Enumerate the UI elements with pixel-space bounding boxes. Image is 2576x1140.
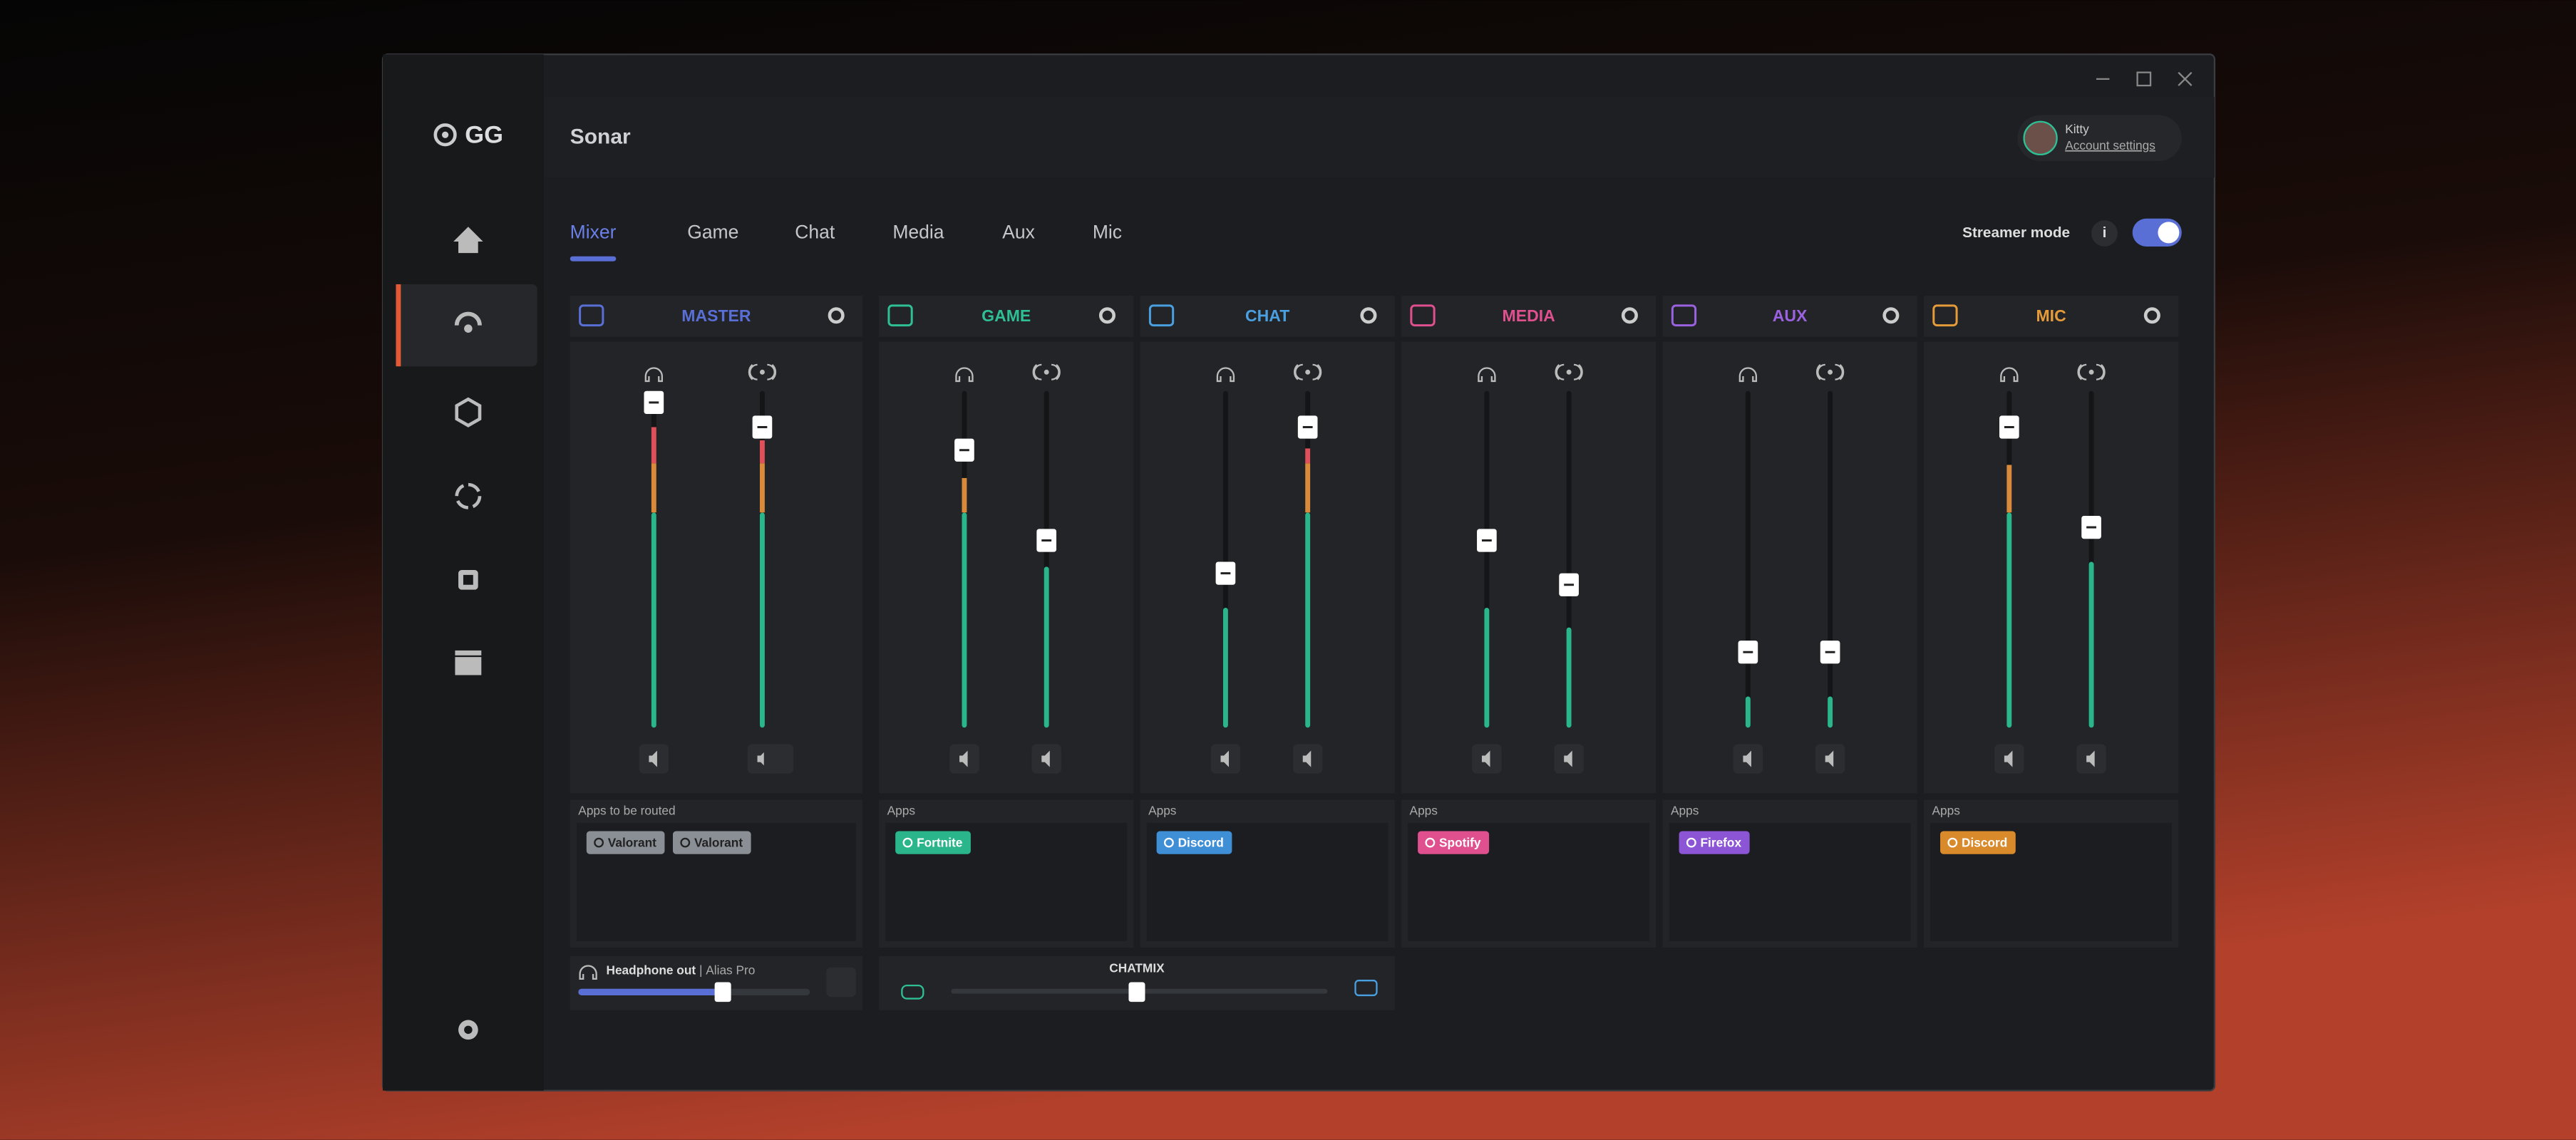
output-name: Headphone out	[606, 963, 696, 977]
app-chip-label: Firefox	[1701, 835, 1742, 849]
channel-name: AUX	[1773, 306, 1808, 325]
channel-name: MASTER	[681, 306, 751, 325]
tab[interactable]: Mic	[1093, 222, 1122, 243]
app-chip-label: Valorant	[694, 835, 743, 849]
app-chip-label: Fortnite	[917, 835, 963, 849]
user-name: Kitty	[2065, 122, 2089, 136]
output-mute[interactable]	[826, 968, 855, 997]
tab[interactable]: Aux	[1002, 222, 1035, 243]
level-green	[1223, 608, 1228, 727]
avatar	[2024, 122, 2057, 155]
level-red	[651, 427, 656, 463]
chatmix-label: CHATMIX	[1109, 961, 1165, 975]
stream-dot	[2089, 370, 2094, 375]
channel-name: CHAT	[1245, 306, 1289, 325]
level-green	[760, 512, 765, 727]
chatmix-handle[interactable]	[1128, 983, 1145, 1002]
apps-label: Apps to be routed	[578, 803, 675, 817]
level-green	[1746, 696, 1751, 727]
tab-underline	[570, 256, 617, 261]
output-slider-fill	[578, 989, 723, 995]
level-green	[1305, 512, 1310, 727]
level-green	[2089, 561, 2094, 727]
page-title: Sonar	[570, 125, 631, 149]
active-indicator	[396, 284, 401, 366]
level-green	[651, 512, 656, 727]
fader-track	[1746, 391, 1751, 727]
apps-label: Apps	[1932, 803, 1961, 817]
level-green	[1484, 608, 1489, 727]
app-chip-label: Discord	[1962, 835, 2007, 849]
output-slider-handle[interactable]	[715, 983, 731, 1002]
app-chip-label: Discord	[1178, 835, 1224, 849]
tab[interactable]: Mixer	[570, 222, 617, 243]
app-chip-label: Valorant	[608, 835, 656, 849]
level-green	[1828, 696, 1833, 727]
level-orange	[962, 478, 967, 512]
level-orange	[2006, 465, 2011, 512]
header-bar	[544, 97, 2215, 177]
stream-dot	[760, 370, 765, 375]
level-red	[1305, 448, 1310, 463]
channel-name: GAME	[982, 306, 1031, 325]
stream-dot	[1044, 370, 1049, 375]
output-separator: |	[699, 963, 703, 977]
level-green	[1044, 566, 1049, 727]
level-green	[962, 512, 967, 727]
apps-label: Apps	[1148, 803, 1177, 817]
streamer-mode-label: Streamer mode	[1962, 224, 2070, 241]
tab[interactable]: Chat	[795, 222, 835, 243]
app-chip-label: Spotify	[1439, 835, 1481, 849]
fader-panel	[1924, 342, 2178, 794]
fader-panel	[1663, 342, 1917, 794]
level-orange	[651, 463, 656, 512]
tab[interactable]: Media	[892, 222, 944, 243]
output-label: Headphone out | Alias Pro	[606, 963, 755, 977]
tab[interactable]: Game	[687, 222, 738, 243]
logo: GG	[436, 122, 503, 149]
level-orange	[1305, 463, 1310, 512]
apps-label: Apps	[1410, 803, 1438, 817]
toggle-knob	[2158, 222, 2179, 243]
channel-name: MIC	[2036, 306, 2066, 325]
monitor-button[interactable]	[764, 744, 793, 773]
fader-panel	[570, 342, 862, 794]
level-green	[2006, 512, 2011, 727]
stream-dot	[1567, 370, 1572, 375]
fader-track	[1828, 391, 1833, 727]
apps-label: Apps	[1671, 803, 1699, 817]
account-link[interactable]: Account settings	[2065, 138, 2155, 152]
info-label: i	[2103, 224, 2107, 241]
stream-dot	[1305, 370, 1310, 375]
stream-dot	[1828, 370, 1833, 375]
level-red	[760, 440, 765, 463]
output-device: Alias Pro	[706, 963, 755, 977]
apps-label: Apps	[887, 803, 916, 817]
level-orange	[760, 463, 765, 512]
brand: GG	[465, 122, 503, 149]
fader-panel	[1401, 342, 1656, 794]
fader-panel	[1140, 342, 1395, 794]
channel-name: MEDIA	[1503, 306, 1556, 325]
level-green	[1567, 628, 1572, 728]
fader-panel	[879, 342, 1133, 794]
